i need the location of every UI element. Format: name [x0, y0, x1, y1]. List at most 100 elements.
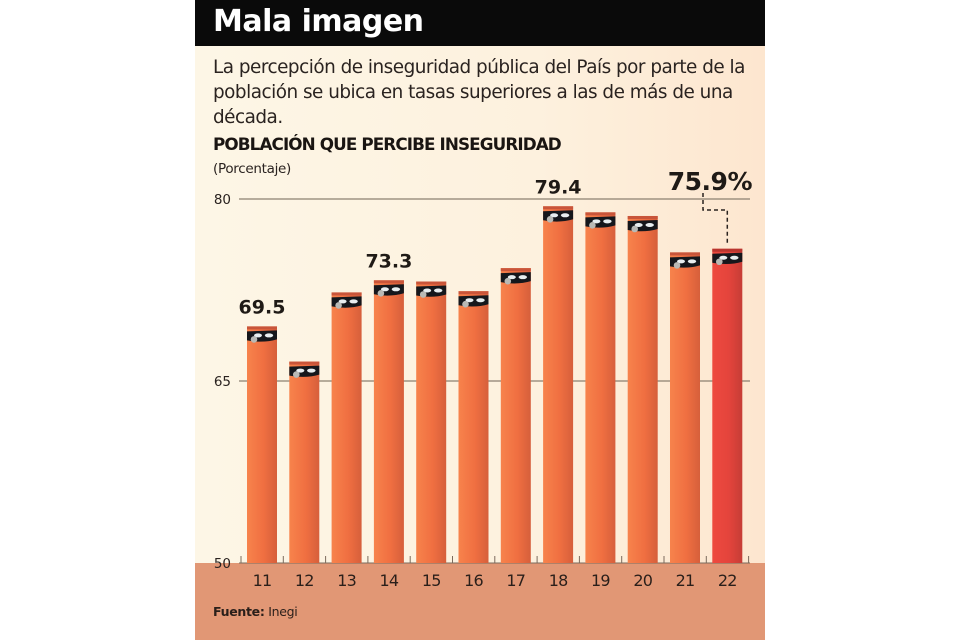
eye-left: [634, 222, 643, 227]
bar-cap: [670, 252, 700, 256]
bar-19: [585, 212, 616, 563]
chart-title: POBLACIÓN QUE PERCIBE INSEGURIDAD: [213, 134, 562, 154]
bar-14: [373, 280, 404, 563]
bar-cap: [585, 212, 616, 216]
header-bar: Mala imagen: [195, 0, 765, 46]
bar-21: [670, 252, 700, 564]
eye-left: [719, 255, 728, 260]
eye-left: [550, 213, 559, 218]
bar-cap: [712, 248, 743, 252]
bar-cap: [373, 280, 404, 284]
eye-right: [476, 298, 485, 303]
source-value: Inegi: [268, 604, 298, 619]
eye-left: [380, 287, 389, 292]
masked-face-icon: [373, 284, 404, 297]
masked-face-icon: [416, 285, 447, 298]
bar-rect: [670, 252, 700, 564]
x-tick-label: 14: [380, 571, 399, 590]
data-label: 69.5: [239, 296, 286, 318]
bar-cap: [331, 292, 362, 296]
eye-right: [645, 222, 654, 227]
eye-left: [338, 299, 347, 304]
bar-rect: [543, 206, 574, 563]
bar-18: [543, 206, 574, 563]
x-tick-label: 17: [506, 571, 525, 590]
bar-11: [247, 326, 277, 563]
x-tick-label: 16: [464, 571, 483, 590]
nose-shape: [419, 291, 427, 298]
x-tick-label: 12: [295, 571, 314, 590]
bar-cap: [247, 326, 277, 330]
x-tick-label: 11: [253, 571, 272, 590]
bar-rect: [289, 361, 320, 563]
bar-20: [627, 215, 658, 563]
bottom-band: [195, 563, 765, 640]
x-tick-label: 21: [676, 571, 695, 590]
bar-cap: [289, 361, 320, 365]
nose-shape: [589, 222, 596, 229]
eye-left: [592, 219, 601, 224]
eye-left: [423, 288, 432, 293]
nose-shape: [673, 262, 681, 269]
x-tick-label: 22: [718, 571, 737, 590]
eye-left: [296, 368, 305, 373]
subtitle: La percepción de inseguridad pública del…: [213, 57, 745, 128]
masked-face-icon: [247, 330, 277, 343]
bar-22: [712, 248, 743, 563]
highlight-label: 75.9%: [668, 167, 753, 196]
bar-cap: [500, 268, 531, 272]
nose-shape: [546, 215, 554, 223]
source-label: Fuente:: [213, 604, 265, 619]
masked-face-icon: [670, 256, 700, 269]
nose-shape: [293, 371, 300, 378]
bar-rect: [458, 291, 489, 563]
x-tick-label: 18: [549, 571, 568, 590]
eye-right: [687, 259, 697, 264]
bar-rect: [331, 292, 362, 563]
eye-left: [507, 275, 516, 280]
eye-right: [434, 288, 443, 293]
bar-12: [289, 361, 320, 563]
masked-face-icon: [543, 210, 574, 223]
masked-face-icon: [627, 219, 658, 233]
masked-face-icon: [712, 252, 743, 266]
x-tick-label: 15: [422, 571, 441, 590]
masked-face-icon: [585, 216, 616, 229]
bar-cap: [543, 206, 574, 210]
eye-left: [465, 298, 474, 303]
masked-face-icon: [500, 272, 531, 285]
x-tick-label: 20: [633, 571, 652, 590]
masked-face-icon: [331, 296, 362, 309]
bar-rect: [712, 248, 743, 563]
x-tick-label: 19: [591, 571, 610, 590]
masked-face-icon: [289, 365, 320, 378]
nose-shape: [716, 258, 723, 266]
bar-16: [458, 291, 489, 563]
nose-shape: [250, 336, 258, 343]
infographic-panel: Mala imagen La percepción de inseguridad…: [195, 0, 765, 640]
y-tick-label-80: 80: [214, 192, 231, 208]
eye-left: [677, 259, 685, 264]
bar-13: [331, 292, 362, 563]
y-tick-label-50: 50: [214, 556, 231, 572]
bar-chart: 50 65 80 11 12 13 14 15 16 17 18 19 20 21 22 69.5 73.3 7…: [214, 167, 753, 590]
nose-shape: [335, 302, 342, 309]
nose-shape: [462, 300, 469, 308]
page-title: Mala imagen: [213, 4, 424, 39]
bar-cap: [416, 281, 447, 285]
eye-left: [254, 333, 262, 338]
y-tick-label-65: 65: [214, 374, 231, 390]
bar-15: [416, 281, 447, 563]
chart-unit-label: (Porcentaje): [213, 161, 292, 177]
bar-rect: [500, 268, 531, 563]
eye-right: [349, 299, 358, 304]
bar-rect: [627, 215, 658, 563]
eye-right: [307, 368, 316, 373]
eye-right: [603, 219, 612, 224]
source-note: Fuente: Inegi: [213, 604, 298, 619]
nose-shape: [631, 225, 638, 233]
data-label: 73.3: [365, 250, 412, 272]
bar-rect: [585, 212, 616, 563]
data-label: 79.4: [535, 176, 582, 198]
eye-right: [518, 275, 527, 280]
